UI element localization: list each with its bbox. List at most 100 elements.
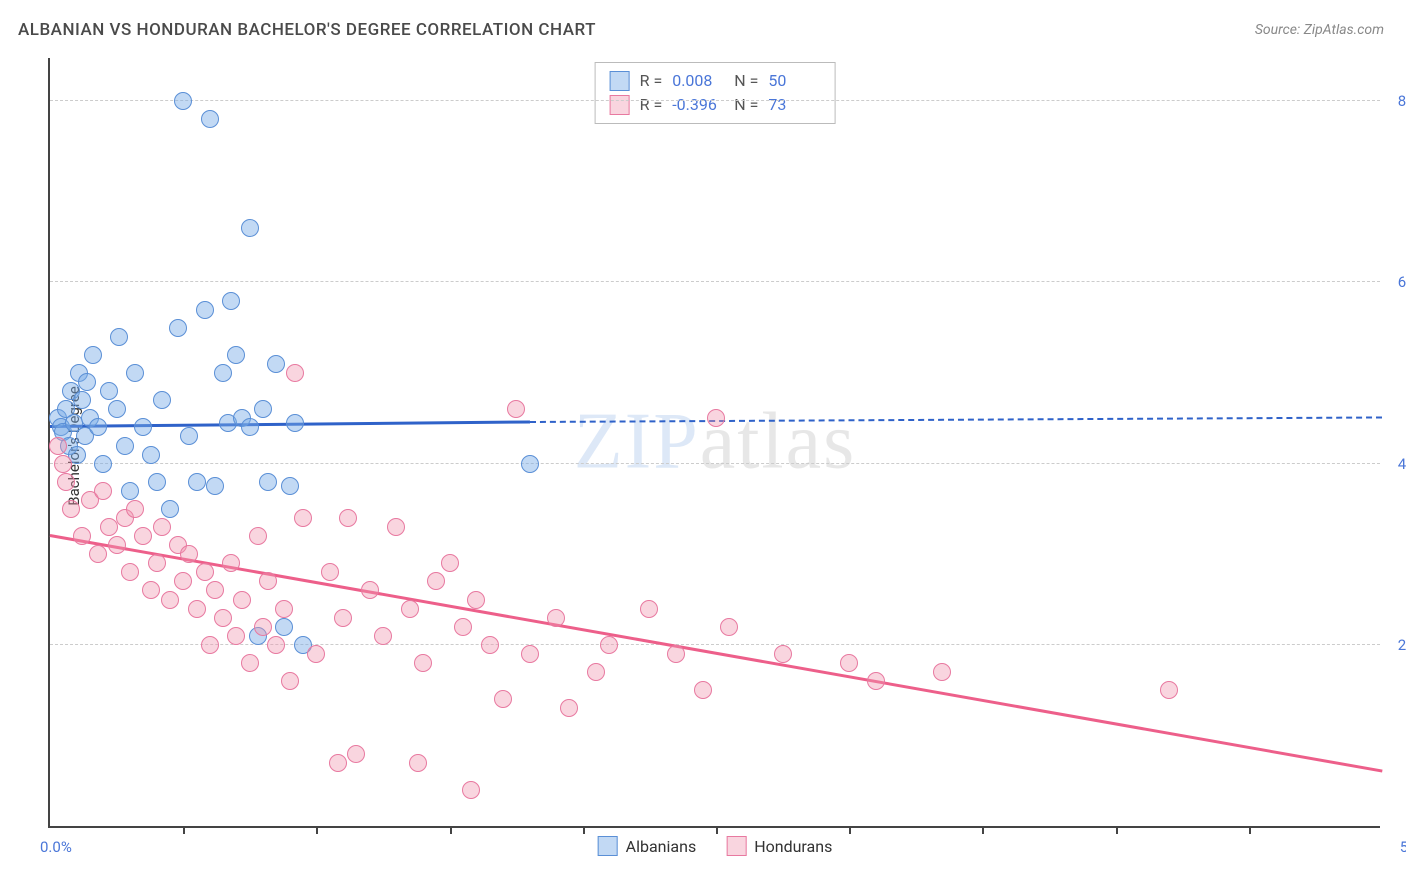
data-point xyxy=(254,400,272,418)
data-point xyxy=(427,572,445,590)
data-point xyxy=(241,654,259,672)
grid-line xyxy=(50,644,1380,645)
legend-item-albanians: Albanians xyxy=(598,836,697,856)
data-point xyxy=(294,509,312,527)
x-tick xyxy=(1249,826,1251,834)
data-point xyxy=(100,382,118,400)
data-point xyxy=(600,636,618,654)
data-point xyxy=(134,527,152,545)
data-point xyxy=(587,663,605,681)
data-point xyxy=(467,591,485,609)
data-point xyxy=(481,636,499,654)
data-point xyxy=(148,473,166,491)
data-point xyxy=(275,618,293,636)
data-point xyxy=(206,581,224,599)
data-point xyxy=(507,400,525,418)
data-point xyxy=(126,364,144,382)
data-point xyxy=(227,627,245,645)
data-point xyxy=(153,391,171,409)
data-point xyxy=(126,500,144,518)
data-point xyxy=(259,473,277,491)
legend-item-hondurans: Hondurans xyxy=(726,836,832,856)
data-point xyxy=(321,563,339,581)
data-point xyxy=(334,609,352,627)
data-point xyxy=(148,554,166,572)
data-point xyxy=(267,355,285,373)
trend-line-hondurans xyxy=(50,534,1382,772)
data-point xyxy=(667,645,685,663)
legend-row-albanians: R = 0.008 N = 50 xyxy=(610,69,821,93)
y-tick-label: 60.0% xyxy=(1398,273,1406,291)
data-point xyxy=(89,418,107,436)
data-point xyxy=(121,482,139,500)
data-point xyxy=(169,319,187,337)
data-point xyxy=(180,427,198,445)
data-point xyxy=(241,418,259,436)
chart-title: ALBANIAN VS HONDURAN BACHELOR'S DEGREE C… xyxy=(18,20,596,40)
data-point xyxy=(54,455,72,473)
data-point xyxy=(196,563,214,581)
x-axis-min-label: 0.0% xyxy=(40,838,72,856)
data-point xyxy=(161,500,179,518)
data-point xyxy=(409,754,427,772)
y-tick-label: 80.0% xyxy=(1398,92,1406,110)
data-point xyxy=(188,600,206,618)
x-tick xyxy=(982,826,984,834)
grid-line xyxy=(50,100,1380,101)
legend-swatch-hondurans xyxy=(610,95,630,115)
data-point xyxy=(222,554,240,572)
legend-label-albanians: Albanians xyxy=(626,837,697,856)
correlation-legend: R = 0.008 N = 50 R = -0.396 N = 73 xyxy=(595,62,836,124)
x-axis-max-label: 50.0% xyxy=(1400,838,1406,856)
n-label: N = xyxy=(734,93,758,117)
data-point xyxy=(196,301,214,319)
data-point xyxy=(94,482,112,500)
data-point xyxy=(62,500,80,518)
data-point xyxy=(108,400,126,418)
data-point xyxy=(188,473,206,491)
r-value-albanians: 0.008 xyxy=(672,69,724,93)
data-point xyxy=(361,581,379,599)
data-point xyxy=(84,346,102,364)
data-point xyxy=(73,391,91,409)
data-point xyxy=(206,477,224,495)
data-point xyxy=(307,645,325,663)
legend-label-hondurans: Hondurans xyxy=(754,837,832,856)
data-point xyxy=(707,409,725,427)
data-point xyxy=(281,672,299,690)
data-point xyxy=(214,609,232,627)
data-point xyxy=(347,745,365,763)
data-point xyxy=(374,627,392,645)
data-point xyxy=(640,600,658,618)
data-point xyxy=(1160,681,1178,699)
legend-swatch-hondurans-icon xyxy=(726,836,746,856)
r-value-hondurans: -0.396 xyxy=(672,93,724,117)
trend-line-dash-albanians xyxy=(530,416,1382,423)
data-point xyxy=(259,572,277,590)
r-label: R = xyxy=(640,93,663,117)
data-point xyxy=(222,292,240,310)
data-point xyxy=(867,672,885,690)
data-point xyxy=(339,509,357,527)
data-point xyxy=(201,636,219,654)
data-point xyxy=(233,591,251,609)
legend-swatch-albanians-icon xyxy=(598,836,618,856)
source-attribution: Source: ZipAtlas.com xyxy=(1255,22,1384,38)
data-point xyxy=(110,328,128,346)
data-point xyxy=(57,473,75,491)
data-point xyxy=(174,572,192,590)
data-point xyxy=(387,518,405,536)
x-tick xyxy=(316,826,318,834)
grid-line xyxy=(50,463,1380,464)
grid-line xyxy=(50,281,1380,282)
y-tick-label: 20.0% xyxy=(1398,636,1406,654)
watermark-part2: atlas xyxy=(700,398,857,486)
n-value-hondurans: 73 xyxy=(768,93,820,117)
data-point xyxy=(462,781,480,799)
data-point xyxy=(214,364,232,382)
data-point xyxy=(153,518,171,536)
data-point xyxy=(774,645,792,663)
plot-area: ZIPatlas R = 0.008 N = 50 R = -0.396 N =… xyxy=(48,58,1380,828)
data-point xyxy=(414,654,432,672)
data-point xyxy=(121,563,139,581)
